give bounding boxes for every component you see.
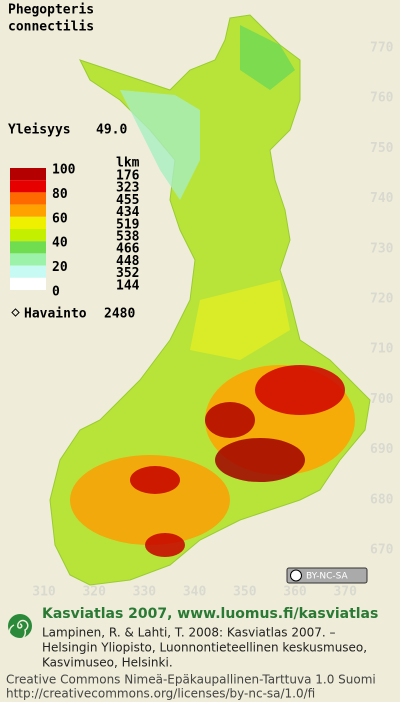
frequency-value: 49.0 (96, 123, 127, 138)
legend-count: 448 (116, 254, 140, 269)
observation-symbol (11, 308, 20, 317)
y-tick-label: 730 (370, 241, 394, 256)
x-tick-label: 310 (32, 585, 56, 600)
count-header: lkm (116, 156, 140, 171)
legend-swatch (10, 229, 46, 242)
license-badge: BY-NC-SA (286, 567, 368, 584)
region (190, 280, 290, 360)
legend-swatch (10, 216, 46, 229)
y-tick-label: 750 (370, 141, 394, 156)
x-tick-label: 320 (82, 585, 106, 600)
legend-count: 466 (116, 242, 140, 257)
y-tick-label: 760 (370, 91, 394, 106)
region (240, 25, 295, 90)
species-name: Phegopteris (8, 3, 94, 18)
map-shape (49, 14, 371, 586)
legend-scale-label: 60 (52, 211, 68, 226)
citation: Lampinen, R. & Lahti, T. 2008: Kasviatla… (42, 626, 336, 640)
x-tick-label: 360 (283, 585, 307, 600)
badge-text: BY-NC-SA (306, 572, 349, 582)
footer-title: Kasviatlas 2007, www.luomus.fi/kasviatla… (42, 606, 378, 622)
observations-label: Havainto (24, 307, 87, 322)
y-tick-label: 690 (370, 442, 394, 457)
x-tick-label: 340 (183, 585, 207, 600)
legend-swatch (10, 204, 46, 217)
legend-swatch (10, 277, 46, 290)
legend-count: 538 (116, 230, 140, 245)
legend-count: 434 (116, 205, 140, 220)
legend-count: 323 (116, 181, 139, 196)
legend-scale-label: 80 (52, 187, 68, 202)
region (130, 466, 180, 494)
logo (8, 614, 32, 641)
y-tick-label: 670 (370, 543, 394, 558)
region (215, 438, 305, 482)
legend-swatch (10, 192, 46, 205)
license-text: Creative Commons Nimeä-Epäkaupallinen-Ta… (6, 673, 376, 687)
x-tick-label: 370 (333, 585, 357, 600)
logo-spiral (8, 619, 29, 641)
region (120, 90, 200, 200)
legend-count: 455 (116, 193, 139, 208)
region (255, 365, 345, 415)
y-tick-label: 770 (370, 41, 394, 56)
legend-count: 176 (116, 169, 140, 184)
legend-count: 519 (116, 217, 139, 232)
legend-swatch (10, 241, 46, 254)
legend-swatch (10, 253, 46, 266)
citation: Kasvimuseo, Helsinki. (42, 656, 173, 670)
observations-count: 2480 (104, 307, 135, 322)
region (70, 455, 230, 545)
y-tick-label: 680 (370, 492, 394, 507)
y-tick-label: 740 (370, 191, 394, 206)
legend-count: 144 (116, 278, 140, 293)
observation-key: Havainto 2480 (11, 307, 135, 322)
legend-swatch (10, 180, 46, 193)
x-tick-label: 350 (233, 585, 257, 600)
cc-icon (290, 569, 302, 582)
legend-swatch (10, 168, 46, 181)
legend-scale-label: 0 (52, 285, 60, 300)
license-url: http://creativecommons.org/licenses/by-n… (6, 687, 315, 701)
x-tick-label: 330 (133, 585, 157, 600)
region (145, 533, 185, 557)
y-tick-label: 720 (370, 292, 394, 307)
badge-box (286, 567, 368, 584)
y-tick-label: 700 (370, 392, 394, 407)
legend-count: 352 (116, 266, 139, 281)
citation: Helsingin Yliopisto, Luonnontieteellinen… (42, 641, 367, 655)
legend-scale-label: 100 (52, 163, 76, 178)
legend-scale-label: 40 (52, 236, 68, 251)
region (205, 402, 255, 438)
y-tick-label: 710 (370, 342, 394, 357)
frequency-label: Yleisyys (8, 123, 71, 138)
legend-swatch (10, 265, 46, 278)
legend-scale-label: 20 (52, 260, 68, 275)
species-name: connectilis (8, 20, 94, 35)
